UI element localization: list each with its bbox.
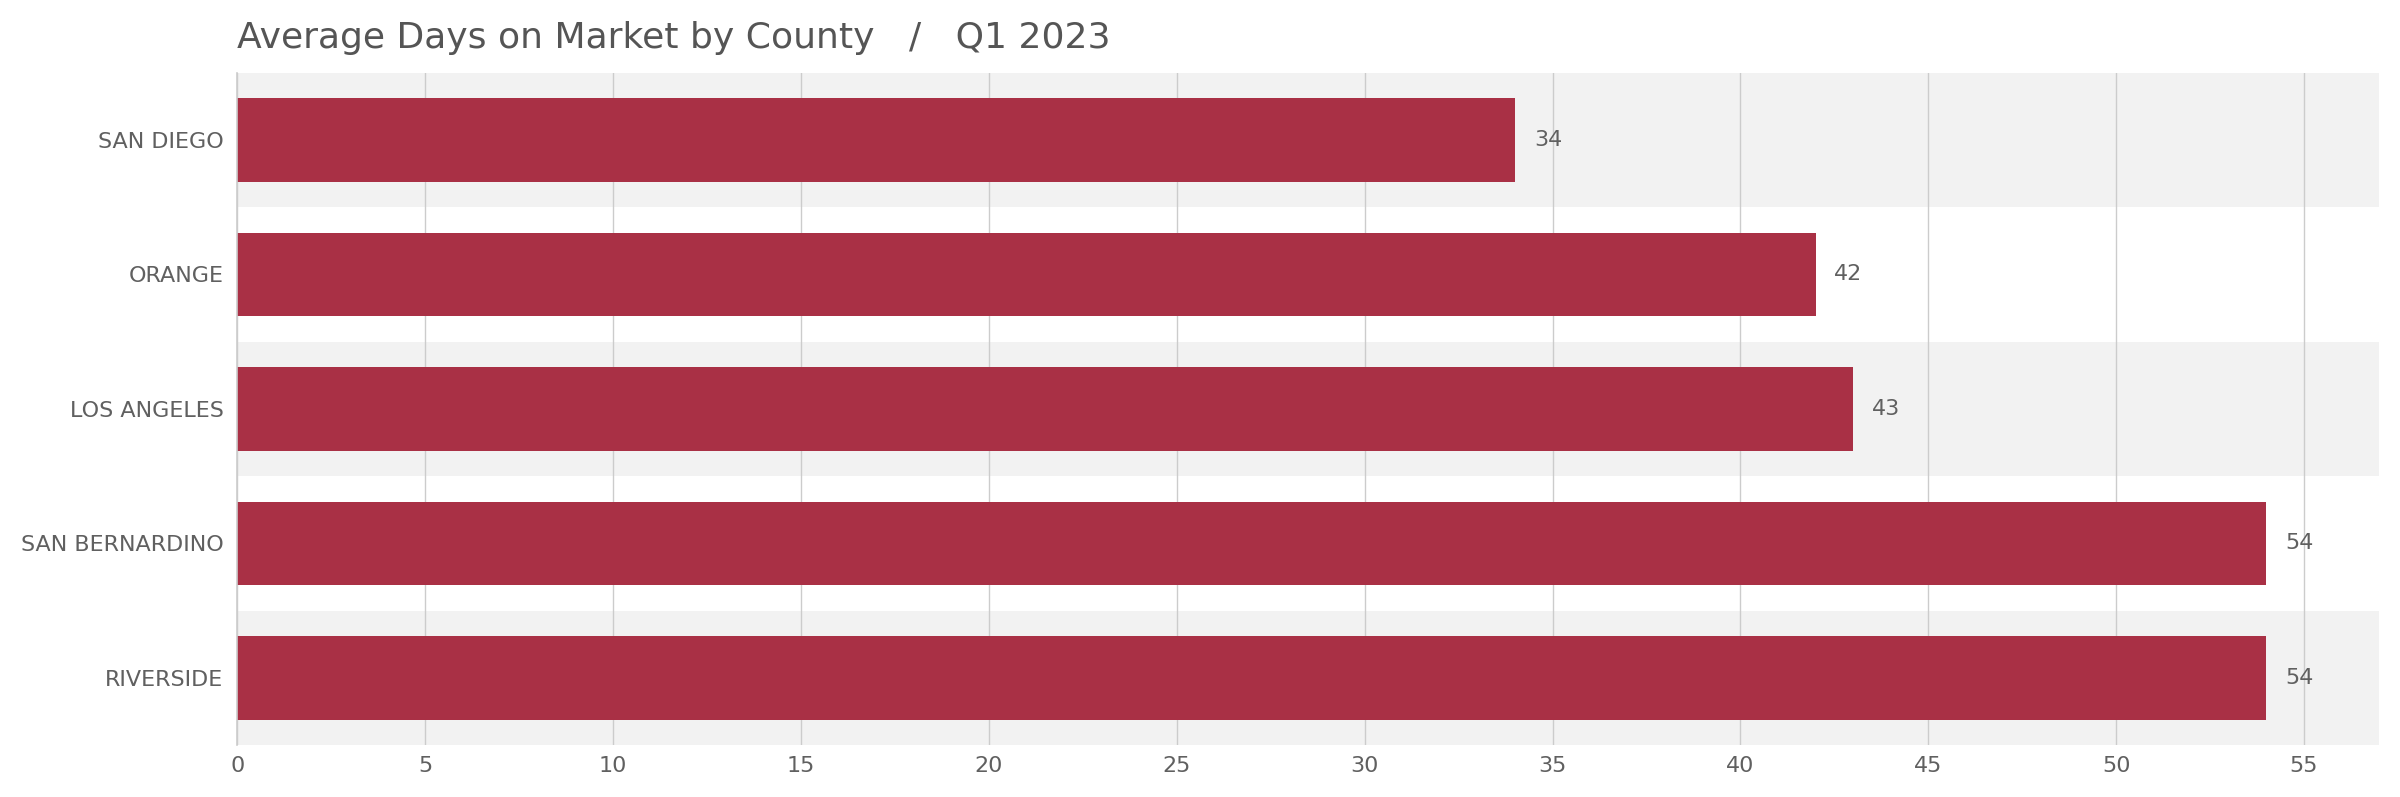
Text: 54: 54 bbox=[2285, 533, 2314, 553]
Bar bbox=[238, 636, 2266, 720]
Text: 43: 43 bbox=[1872, 399, 1901, 419]
Text: Average Days on Market by County   /   Q1 2023: Average Days on Market by County / Q1 20… bbox=[238, 21, 1111, 55]
Bar bbox=[238, 501, 2266, 585]
Text: 54: 54 bbox=[2285, 668, 2314, 688]
Bar bbox=[238, 233, 1814, 316]
Bar bbox=[238, 367, 1853, 450]
Bar bbox=[238, 73, 2378, 207]
Bar bbox=[238, 611, 2378, 745]
Bar bbox=[238, 207, 2378, 342]
Bar bbox=[238, 98, 1514, 182]
Bar bbox=[238, 476, 2378, 611]
Text: 42: 42 bbox=[1834, 265, 1862, 285]
Text: 34: 34 bbox=[1534, 130, 1562, 150]
Bar bbox=[238, 342, 2378, 476]
